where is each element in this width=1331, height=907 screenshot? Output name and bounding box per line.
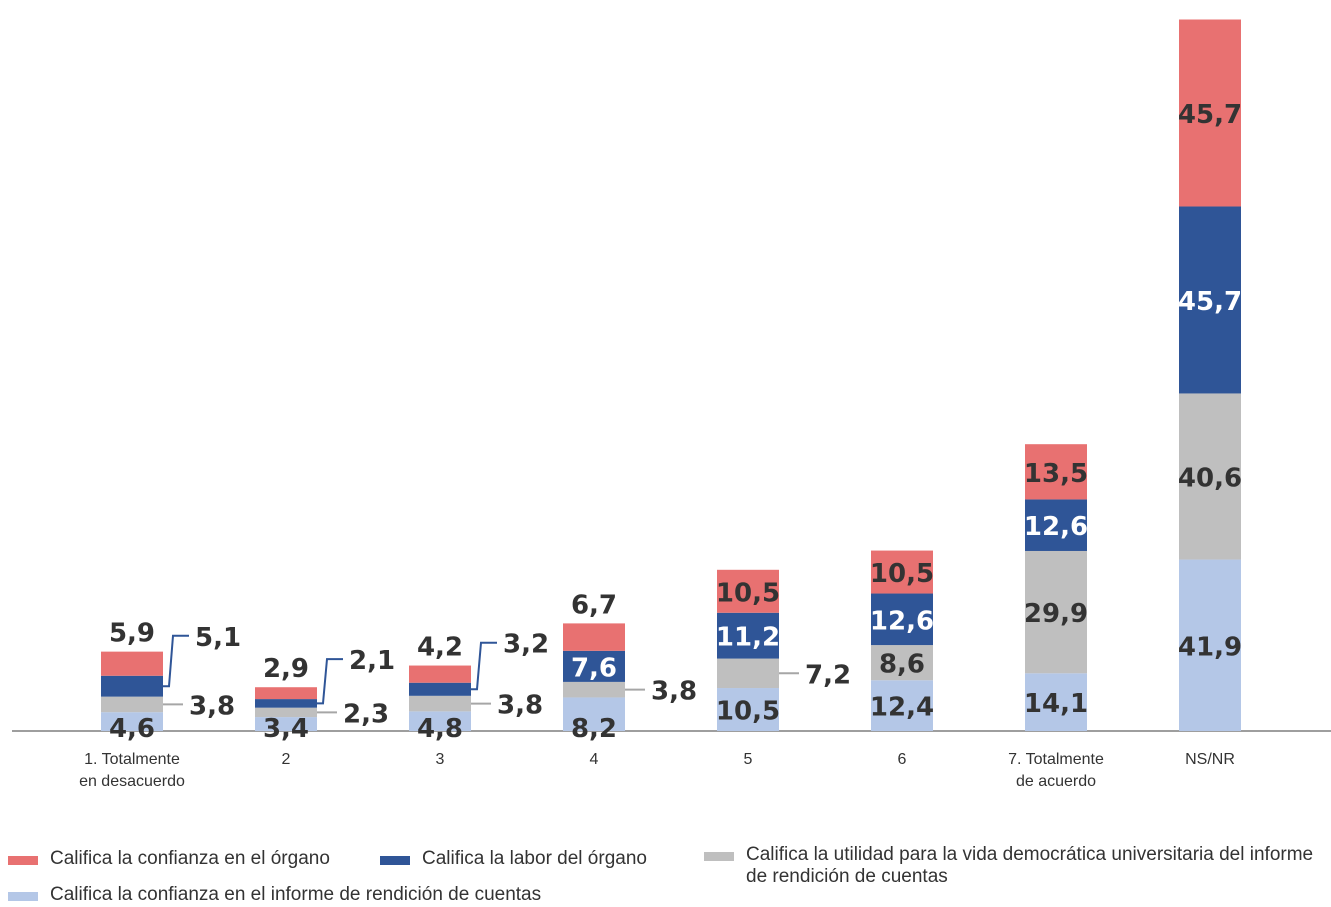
data-label: 41,9: [1178, 632, 1242, 662]
data-label: 3,2: [503, 630, 549, 660]
bar-segment-utilidad: [1179, 393, 1241, 560]
bar-segment-confianza-informe: [717, 688, 779, 731]
data-label: 12,6: [1024, 512, 1088, 542]
legend-swatch: [8, 892, 38, 901]
leader-line: [317, 658, 343, 705]
legend-swatch: [8, 856, 38, 865]
bar-segment-confianza-organo: [409, 665, 471, 683]
data-label: 10,5: [716, 578, 780, 608]
data-label: 5,9: [109, 619, 155, 649]
bar-segment-utilidad: [717, 658, 779, 689]
legend-item-utilidad-vida-democratica: Califica la utilidad para la vida democr…: [704, 844, 1324, 888]
category-label: 3: [436, 751, 445, 768]
legend-item-labor-organo: Califica la labor del órgano: [380, 848, 647, 870]
leader-line: [471, 641, 497, 691]
bar-segment-utilidad: [563, 681, 625, 698]
stacked-bar-chart: 4,6 3,8 5,1 5,9 1. Totalmente en desacuerdo 3,…: [12, 19, 1331, 790]
legend-label: Califica la confianza en el órgano: [50, 848, 330, 869]
data-label: 8,6: [879, 650, 925, 680]
data-label: 6,7: [571, 590, 617, 620]
bar-segment-utilidad: [255, 707, 317, 718]
bar-segment-labor: [1179, 206, 1241, 394]
bar-segment-labor: [101, 675, 163, 697]
bar-segment-labor: [409, 682, 471, 696]
bar-segment-utilidad: [871, 645, 933, 681]
data-label: 5,1: [195, 623, 241, 653]
legend-item-confianza-informe: Califica la confianza en el informe de r…: [8, 884, 541, 906]
data-label: 3,4: [263, 714, 309, 744]
data-label: 12,6: [870, 606, 934, 636]
category-label: en desacuerdo: [79, 773, 185, 790]
legend-swatch: [704, 852, 734, 861]
category-label: de acuerdo: [1016, 773, 1096, 790]
data-label: 45,7: [1178, 287, 1242, 317]
data-label: 3,8: [497, 691, 543, 721]
category-label: 1. Totalmente: [84, 751, 180, 768]
bar-segment-labor: [255, 699, 317, 708]
legend-swatch: [380, 856, 410, 865]
data-label: 4,2: [417, 633, 463, 663]
category-label: 6: [898, 751, 907, 768]
data-label: 10,5: [716, 697, 780, 727]
data-label: 3,8: [651, 677, 697, 707]
data-label: 14,1: [1024, 689, 1088, 719]
bar-segment-confianza-informe: [1025, 673, 1087, 731]
bar-segment-confianza-informe: [409, 711, 471, 731]
bar-segment-confianza-informe: [255, 717, 317, 731]
category-label: 7. Totalmente: [1008, 751, 1104, 768]
legend-item-confianza-organo: Califica la confianza en el órgano: [8, 848, 330, 870]
data-label: 40,6: [1178, 464, 1242, 494]
bar-segment-confianza-organo: [563, 623, 625, 651]
bar-segment-confianza-organo: [1179, 19, 1241, 207]
data-label: 13,5: [1024, 459, 1088, 489]
data-label: 4,6: [109, 714, 155, 744]
bar-segment-utilidad: [101, 696, 163, 713]
category-label: 4: [590, 751, 599, 768]
leader-line: [163, 634, 189, 688]
bar-segment-confianza-organo: [101, 651, 163, 676]
legend-label: Califica la confianza en el informe de r…: [50, 884, 542, 905]
bar-segment-utilidad: [409, 695, 471, 712]
bar-segment-labor: [717, 612, 779, 659]
bar-segment-confianza-informe: [563, 697, 625, 731]
bar-segment-confianza-organo: [871, 550, 933, 594]
data-label: 8,2: [571, 714, 617, 744]
bar-segment-labor: [1025, 499, 1087, 551]
legend-label: Califica la utilidad para la vida democr…: [746, 844, 1314, 887]
bar-segment-labor: [871, 593, 933, 646]
data-label: 7,6: [571, 653, 617, 683]
data-label: 2,1: [349, 646, 395, 676]
data-label: 7,2: [805, 660, 851, 690]
data-label: 45,7: [1178, 100, 1242, 130]
data-label: 12,4: [870, 693, 934, 723]
bar-segment-confianza-organo: [255, 687, 317, 700]
bar-segment-confianza-organo: [1025, 444, 1087, 500]
bar-segment-confianza-informe: [871, 680, 933, 731]
data-label: 11,2: [716, 623, 780, 653]
data-label: 3,8: [189, 691, 235, 721]
bar-segment-confianza-informe: [101, 712, 163, 731]
bar-segment-utilidad: [1025, 550, 1087, 674]
legend-label: Califica la labor del órgano: [422, 848, 647, 869]
data-label: 10,5: [870, 559, 934, 589]
category-label: 2: [282, 751, 291, 768]
category-label: 5: [744, 751, 753, 768]
category-label: NS/NR: [1185, 751, 1235, 768]
data-label: 2,9: [263, 654, 309, 684]
data-label: 29,9: [1024, 599, 1088, 629]
bar-segment-labor: [563, 650, 625, 682]
data-label: 2,3: [343, 699, 389, 729]
bar-segment-confianza-organo: [717, 569, 779, 613]
data-label: 4,8: [417, 714, 463, 744]
bar-segment-confianza-informe: [1179, 559, 1241, 731]
